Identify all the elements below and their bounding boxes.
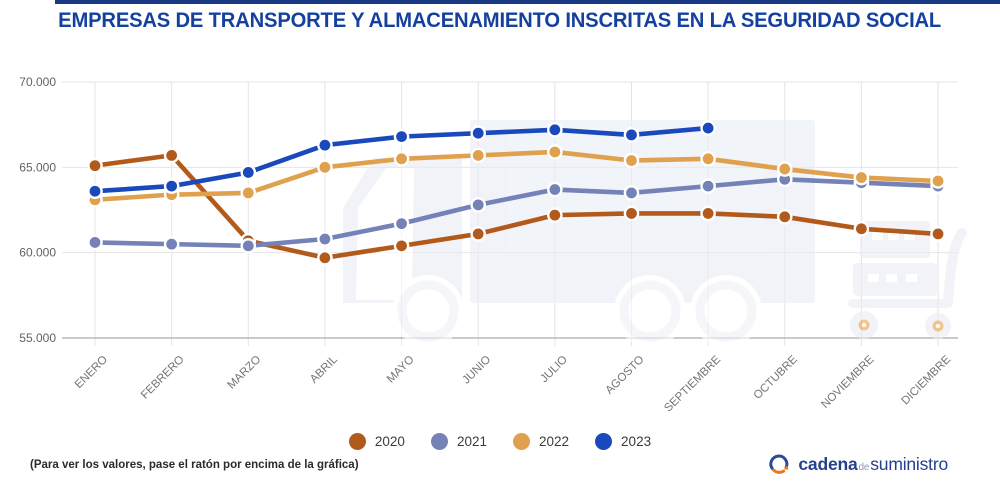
x-axis-label: ENERO <box>73 354 110 391</box>
y-axis-label: 70.000 <box>19 75 56 89</box>
hover-hint-note: (Para ver los valores, pase el ratón por… <box>30 459 359 471</box>
legend-item-2020[interactable]: 2020 <box>348 433 405 450</box>
legend-label: 2022 <box>539 434 570 449</box>
y-axis-label: 55.000 <box>19 331 56 345</box>
brand-logo[interactable]: cadenadesuministro <box>767 452 948 476</box>
x-axis-label: MAYO <box>385 354 417 386</box>
data-point-2021-ENERO[interactable] <box>87 234 103 251</box>
data-point-2022-AGOSTO[interactable] <box>623 152 640 169</box>
series-line-2022 <box>94 149 939 203</box>
data-point-2020-NOVIEMBRE[interactable] <box>853 220 870 237</box>
data-point-2021-MARZO[interactable] <box>240 238 257 254</box>
data-point-2022-JULIO[interactable] <box>547 144 563 160</box>
brand-word-cadena: cadena <box>798 453 858 474</box>
data-point-2022-MAYO[interactable] <box>393 150 410 167</box>
data-point-2022-DICIEMBRE[interactable] <box>930 173 946 189</box>
x-axis-label: JULIO <box>538 354 570 386</box>
data-point-2022-SEPTIEMBRE[interactable] <box>700 150 716 167</box>
legend-dot-2020 <box>348 433 366 450</box>
legend-label: 2023 <box>621 434 652 449</box>
x-axis-label: FEBRERO <box>139 354 187 402</box>
data-point-2022-NOVIEMBRE[interactable] <box>853 169 870 186</box>
data-point-2023-FEBRERO[interactable] <box>163 178 180 194</box>
y-axis-label: 65.000 <box>19 160 56 174</box>
chart-title: EMPRESAS DE TRANSPORTE Y ALMACENAMIENTO … <box>58 8 942 32</box>
x-axis-label: AGOSTO <box>603 354 646 397</box>
legend-label: 2020 <box>374 434 405 449</box>
legend-dot-2021 <box>430 433 448 450</box>
data-point-2021-ABRIL[interactable] <box>317 231 333 247</box>
legend-item-2022[interactable]: 2022 <box>513 433 569 450</box>
data-point-2022-JUNIO[interactable] <box>470 147 487 164</box>
data-point-2021-JUNIO[interactable] <box>470 197 487 213</box>
data-point-2020-ENERO[interactable] <box>87 157 103 174</box>
data-point-2020-DICIEMBRE[interactable] <box>930 226 946 242</box>
data-point-2021-MAYO[interactable] <box>393 215 410 232</box>
series-line-2021 <box>94 176 939 249</box>
y-axis-label: 60.000 <box>19 246 56 260</box>
data-point-2022-ABRIL[interactable] <box>317 159 333 176</box>
data-point-2021-FEBRERO[interactable] <box>163 236 180 252</box>
x-axis-label: OCTUBRE <box>752 353 800 401</box>
chart-legend: 2020 2021 2022 2023 <box>0 433 1000 450</box>
series-line-2020 <box>94 153 939 261</box>
x-axis-label: ABRIL <box>308 353 340 385</box>
data-point-2022-MARZO[interactable] <box>240 185 257 201</box>
legend-item-2023[interactable]: 2023 <box>595 433 651 450</box>
data-point-2020-SEPTIEMBRE[interactable] <box>700 205 716 222</box>
x-axis-label: NOVIEMBRE <box>819 353 877 411</box>
legend-dot-2022 <box>513 433 530 450</box>
brand-logo-icon <box>769 454 789 474</box>
data-point-2020-MAYO[interactable] <box>393 238 410 254</box>
data-point-2023-MARZO[interactable] <box>240 164 257 181</box>
data-point-2021-AGOSTO[interactable] <box>623 185 640 201</box>
data-point-2021-JULIO[interactable] <box>547 181 563 198</box>
data-point-2020-OCTUBRE[interactable] <box>776 209 793 225</box>
page-title-row: EMPRESAS DE TRANSPORTE Y ALMACENAMIENTO … <box>0 8 1000 33</box>
data-point-2023-MAYO[interactable] <box>393 128 410 145</box>
top-accent-bar <box>55 0 1000 4</box>
data-point-2023-AGOSTO[interactable] <box>623 127 640 143</box>
x-axis-label: SEPTIEMBRE <box>662 353 723 414</box>
x-axis-label: MARZO <box>226 354 264 392</box>
data-point-2020-ABRIL[interactable] <box>317 249 333 266</box>
truck-watermark <box>343 120 967 347</box>
legend-item-2021[interactable]: 2021 <box>430 433 487 450</box>
brand-logo-text: cadenadesuministro <box>798 454 948 475</box>
data-point-2023-ENERO[interactable] <box>87 183 103 200</box>
x-axis-label: DICIEMBRE <box>899 353 953 407</box>
data-point-2020-AGOSTO[interactable] <box>623 205 640 222</box>
brand-word-suministro: suministro <box>870 453 948 474</box>
data-point-2021-SEPTIEMBRE[interactable] <box>700 178 716 194</box>
data-point-2023-JULIO[interactable] <box>547 121 563 138</box>
data-point-2023-ABRIL[interactable] <box>317 137 333 153</box>
data-point-2020-JUNIO[interactable] <box>470 226 487 242</box>
data-point-2020-JULIO[interactable] <box>547 207 563 223</box>
data-point-2023-JUNIO[interactable] <box>470 125 487 141</box>
x-axis-label: JUNIO <box>460 354 493 387</box>
data-point-2022-OCTUBRE[interactable] <box>776 161 793 177</box>
data-point-2020-FEBRERO[interactable] <box>163 147 180 164</box>
data-point-2023-SEPTIEMBRE[interactable] <box>700 120 716 136</box>
brand-word-de: de <box>858 461 870 473</box>
legend-dot-2023 <box>595 433 613 450</box>
legend-label: 2021 <box>456 434 487 449</box>
